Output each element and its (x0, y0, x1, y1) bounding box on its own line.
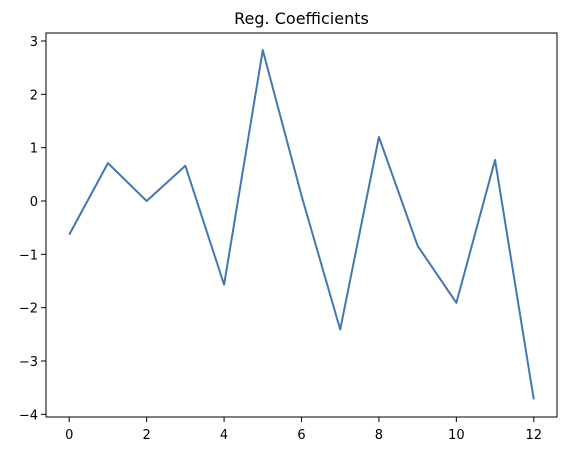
y-tick-label: −4 (19, 408, 38, 423)
chart-title: Reg. Coefficients (234, 9, 369, 28)
plot-area-frame (45, 32, 558, 418)
x-tick-label: 4 (220, 428, 228, 443)
y-tick-label: 0 (30, 195, 38, 210)
x-tick-label: 12 (525, 428, 542, 443)
y-tick-label: −1 (19, 248, 38, 263)
y-tick-label: 1 (30, 142, 38, 157)
x-tick-label: 2 (143, 428, 151, 443)
y-tick-label: 2 (30, 88, 38, 103)
y-tick-label: −3 (19, 355, 38, 370)
y-tick-label: −2 (19, 302, 38, 317)
series-line (68, 49, 535, 400)
y-axis: 3 2 1 0 −1 −2 −3 −4 (19, 35, 46, 423)
x-tick-label: 0 (65, 428, 73, 443)
x-tick-label: 8 (375, 428, 383, 443)
x-tick-label: 10 (448, 428, 465, 443)
x-tick-label: 6 (297, 428, 305, 443)
y-tick-label: 3 (30, 35, 38, 50)
x-axis: 0 2 4 6 8 10 12 (65, 417, 542, 443)
